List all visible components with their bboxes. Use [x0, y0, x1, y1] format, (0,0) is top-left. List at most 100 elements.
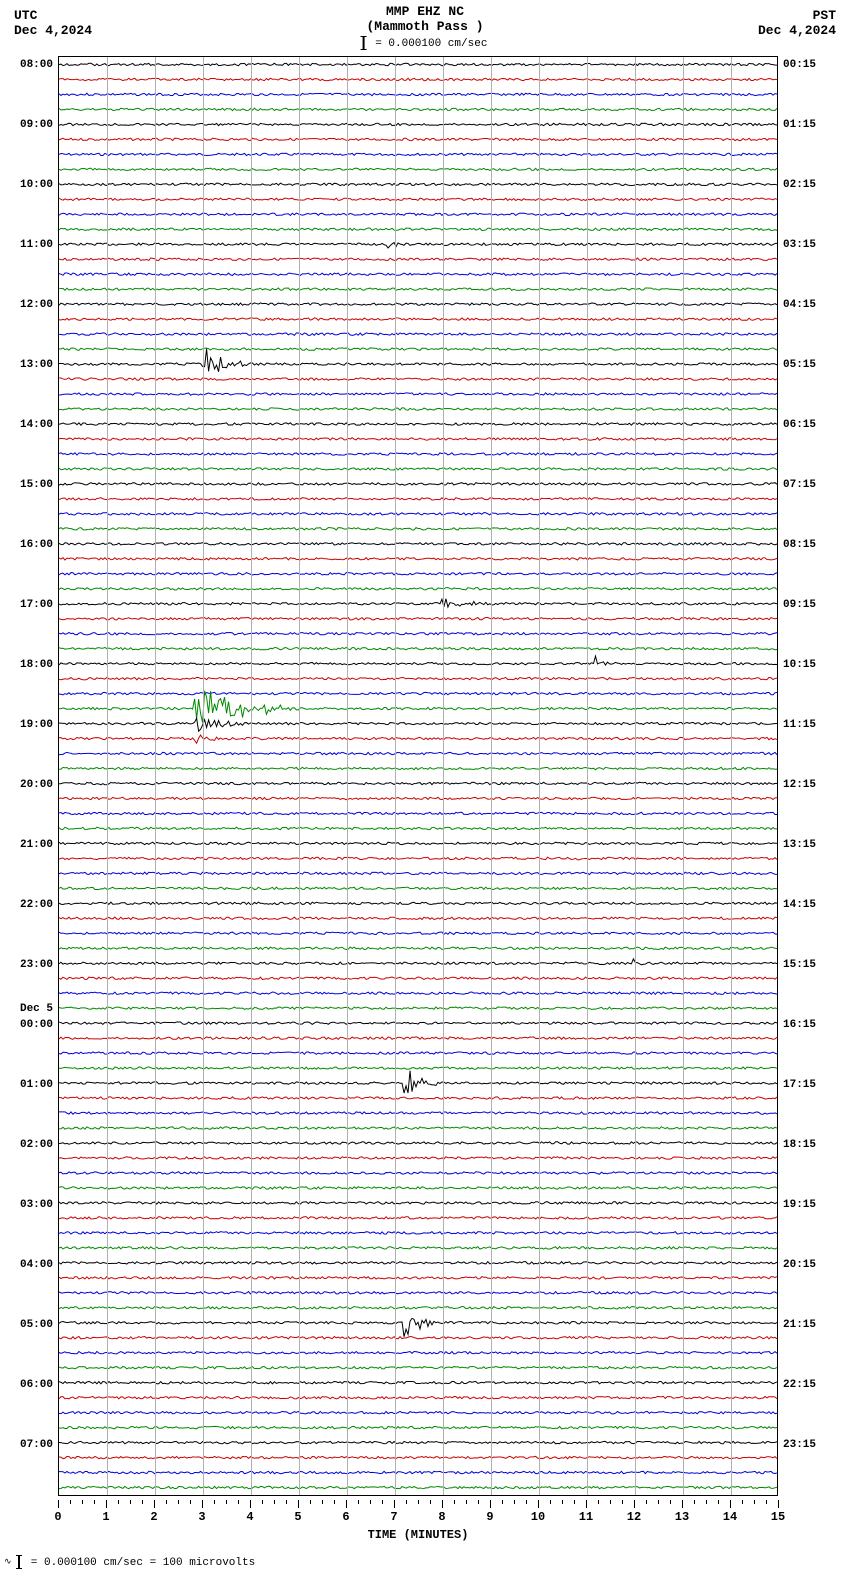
pst-time-label: 08:15 — [783, 539, 816, 551]
seismic-trace — [59, 228, 777, 230]
seismic-trace — [59, 1067, 777, 1069]
gridline — [731, 57, 732, 1495]
seismic-trace — [59, 1052, 777, 1054]
seismic-trace — [59, 1277, 777, 1279]
x-tick-minor — [598, 1500, 599, 1504]
x-tick-minor — [550, 1500, 551, 1504]
seismic-trace — [59, 63, 777, 65]
utc-time-label: 00:00 — [20, 1019, 53, 1031]
x-tick-minor — [310, 1500, 311, 1504]
x-tick-minor — [646, 1500, 647, 1504]
seismic-trace — [59, 647, 777, 649]
x-tick-label: 5 — [294, 1510, 301, 1524]
seismic-trace — [59, 632, 777, 634]
pst-header: PST Dec 4,2024 — [758, 8, 836, 38]
x-tick-minor — [670, 1500, 671, 1504]
seismic-trace — [59, 977, 777, 979]
seismic-trace — [59, 453, 777, 455]
utc-time-label: 02:00 — [20, 1139, 53, 1151]
x-tick-minor — [658, 1500, 659, 1504]
seismic-trace — [59, 947, 777, 949]
seismic-trace — [59, 1142, 777, 1144]
pst-time-label: 14:15 — [783, 899, 816, 911]
x-tick-label: 10 — [531, 1510, 545, 1524]
pst-time-label: 15:15 — [783, 959, 816, 971]
seismic-trace — [59, 1441, 777, 1443]
pst-time-label: 21:15 — [783, 1319, 816, 1331]
pst-time-label: 19:15 — [783, 1199, 816, 1211]
x-tick — [730, 1500, 731, 1508]
scale-text: = 0.000100 cm/sec — [375, 38, 487, 50]
x-tick-minor — [454, 1500, 455, 1504]
seismic-trace — [59, 1071, 777, 1093]
seismic-trace — [59, 348, 777, 350]
pst-time-label: 07:15 — [783, 479, 816, 491]
seismic-trace — [59, 1262, 777, 1264]
seismic-trace — [59, 558, 777, 560]
x-tick-label: 4 — [246, 1510, 253, 1524]
seismic-trace — [59, 288, 777, 290]
x-tick-label: 7 — [390, 1510, 397, 1524]
pst-time-label: 22:15 — [783, 1379, 816, 1391]
utc-time-label: 22:00 — [20, 899, 53, 911]
utc-time-label: 16:00 — [20, 539, 53, 551]
gridline — [443, 57, 444, 1495]
utc-time-label: 15:00 — [20, 479, 53, 491]
pst-time-label: 04:15 — [783, 299, 816, 311]
seismic-trace — [59, 1187, 777, 1189]
x-tick-minor — [94, 1500, 95, 1504]
scale-bar-icon — [18, 1555, 20, 1569]
utc-time-label: 23:00 — [20, 959, 53, 971]
pst-time-label: 17:15 — [783, 1079, 816, 1091]
x-tick-label: 0 — [54, 1510, 61, 1524]
seismic-trace — [59, 1366, 777, 1368]
x-tick-minor — [334, 1500, 335, 1504]
x-tick-minor — [382, 1500, 383, 1504]
x-tick — [154, 1500, 155, 1508]
seismic-trace — [59, 1486, 777, 1488]
utc-time-label: 03:00 — [20, 1199, 53, 1211]
pst-tz: PST — [813, 8, 836, 23]
seismic-trace — [59, 1411, 777, 1413]
seismic-trace — [59, 1202, 777, 1204]
utc-time-label: 10:00 — [20, 179, 53, 191]
seismic-trace — [59, 468, 777, 470]
seismic-trace — [59, 1217, 777, 1219]
x-tick-minor — [514, 1500, 515, 1504]
seismic-trace — [59, 258, 777, 260]
seismic-trace — [59, 718, 777, 731]
x-tick — [250, 1500, 251, 1508]
seismic-trace — [59, 872, 777, 874]
gridline — [395, 57, 396, 1495]
utc-time-label: 07:00 — [20, 1439, 53, 1451]
pst-time-label: 13:15 — [783, 839, 816, 851]
x-tick-minor — [286, 1500, 287, 1504]
x-tick — [538, 1500, 539, 1508]
utc-time-label: 19:00 — [20, 719, 53, 731]
seismic-trace — [59, 78, 777, 80]
seismic-trace — [59, 902, 777, 904]
x-tick-label: 15 — [771, 1510, 785, 1524]
seismic-trace — [59, 528, 777, 530]
x-tick-minor — [742, 1500, 743, 1504]
seismic-trace — [59, 1337, 777, 1339]
pst-time-label: 02:15 — [783, 179, 816, 191]
pst-time-label: 03:15 — [783, 239, 816, 251]
utc-time-label: 08:00 — [20, 59, 53, 71]
x-tick-minor — [322, 1500, 323, 1504]
x-tick-label: 12 — [627, 1510, 641, 1524]
pst-time-label: 20:15 — [783, 1259, 816, 1271]
x-tick-label: 11 — [579, 1510, 593, 1524]
seismic-trace — [59, 438, 777, 440]
x-tick-minor — [370, 1500, 371, 1504]
seismic-trace — [59, 1351, 777, 1353]
x-tick-label: 8 — [438, 1510, 445, 1524]
pst-date: Dec 4,2024 — [758, 23, 836, 38]
seismic-trace — [59, 273, 777, 275]
x-tick-minor — [766, 1500, 767, 1504]
x-tick-minor — [478, 1500, 479, 1504]
x-tick — [298, 1500, 299, 1508]
seismic-trace — [59, 992, 777, 994]
x-tick-minor — [82, 1500, 83, 1504]
x-tick-minor — [130, 1500, 131, 1504]
